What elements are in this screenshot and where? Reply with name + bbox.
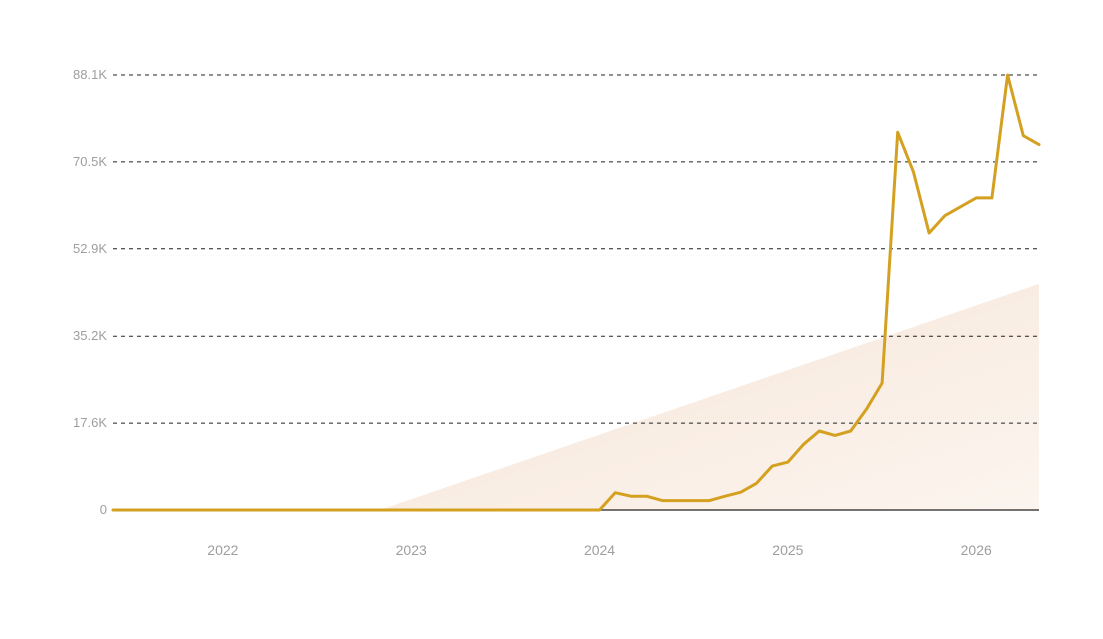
y-tick-label: 88.1K [73, 67, 107, 82]
x-axis: 2022 2023 2024 2025 2026 [207, 542, 992, 558]
y-tick-label: 70.5K [73, 154, 107, 169]
x-tick-label: 2022 [207, 542, 238, 558]
y-axis: 0 17.6K 35.2K 52.9K 70.5K 88.1K [73, 67, 107, 517]
area-series [379, 283, 1039, 510]
line-layer [111, 73, 1041, 512]
y-tick-label: 0 [100, 502, 107, 517]
x-tick-label: 2024 [584, 542, 615, 558]
line-series [111, 73, 1041, 512]
y-tick-label: 35.2K [73, 328, 107, 343]
x-tick-label: 2025 [772, 542, 803, 558]
y-tick-label: 52.9K [73, 241, 107, 256]
x-tick-label: 2026 [961, 542, 992, 558]
x-tick-label: 2023 [396, 542, 427, 558]
area-layer [379, 283, 1039, 510]
y-tick-label: 17.6K [73, 415, 107, 430]
